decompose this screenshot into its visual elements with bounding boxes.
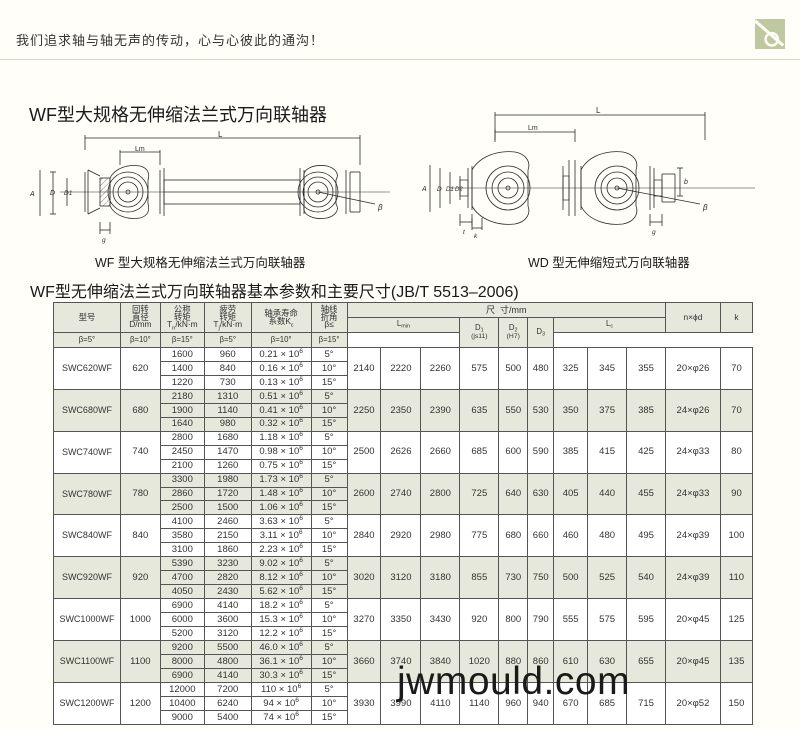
svg-text:L: L — [218, 130, 223, 139]
svg-text:Lm: Lm — [528, 125, 538, 132]
svg-text:t: t — [463, 229, 466, 236]
svg-text:A: A — [29, 191, 35, 198]
svg-text:Lm: Lm — [135, 146, 145, 153]
svg-text:A: A — [421, 186, 427, 193]
svg-text:L: L — [596, 106, 601, 115]
svg-text:g: g — [652, 229, 656, 236]
svg-text:β: β — [377, 203, 383, 212]
svg-text:D: D — [50, 190, 55, 197]
svg-text:D1: D1 — [446, 187, 454, 193]
svg-text:D: D — [437, 186, 442, 193]
svg-text:D1: D1 — [64, 190, 73, 197]
svg-text:g: g — [102, 237, 106, 244]
svg-text:D2: D2 — [455, 187, 463, 193]
svg-text:β: β — [702, 203, 708, 212]
svg-text:k: k — [474, 233, 478, 240]
svg-text:b: b — [684, 179, 688, 186]
